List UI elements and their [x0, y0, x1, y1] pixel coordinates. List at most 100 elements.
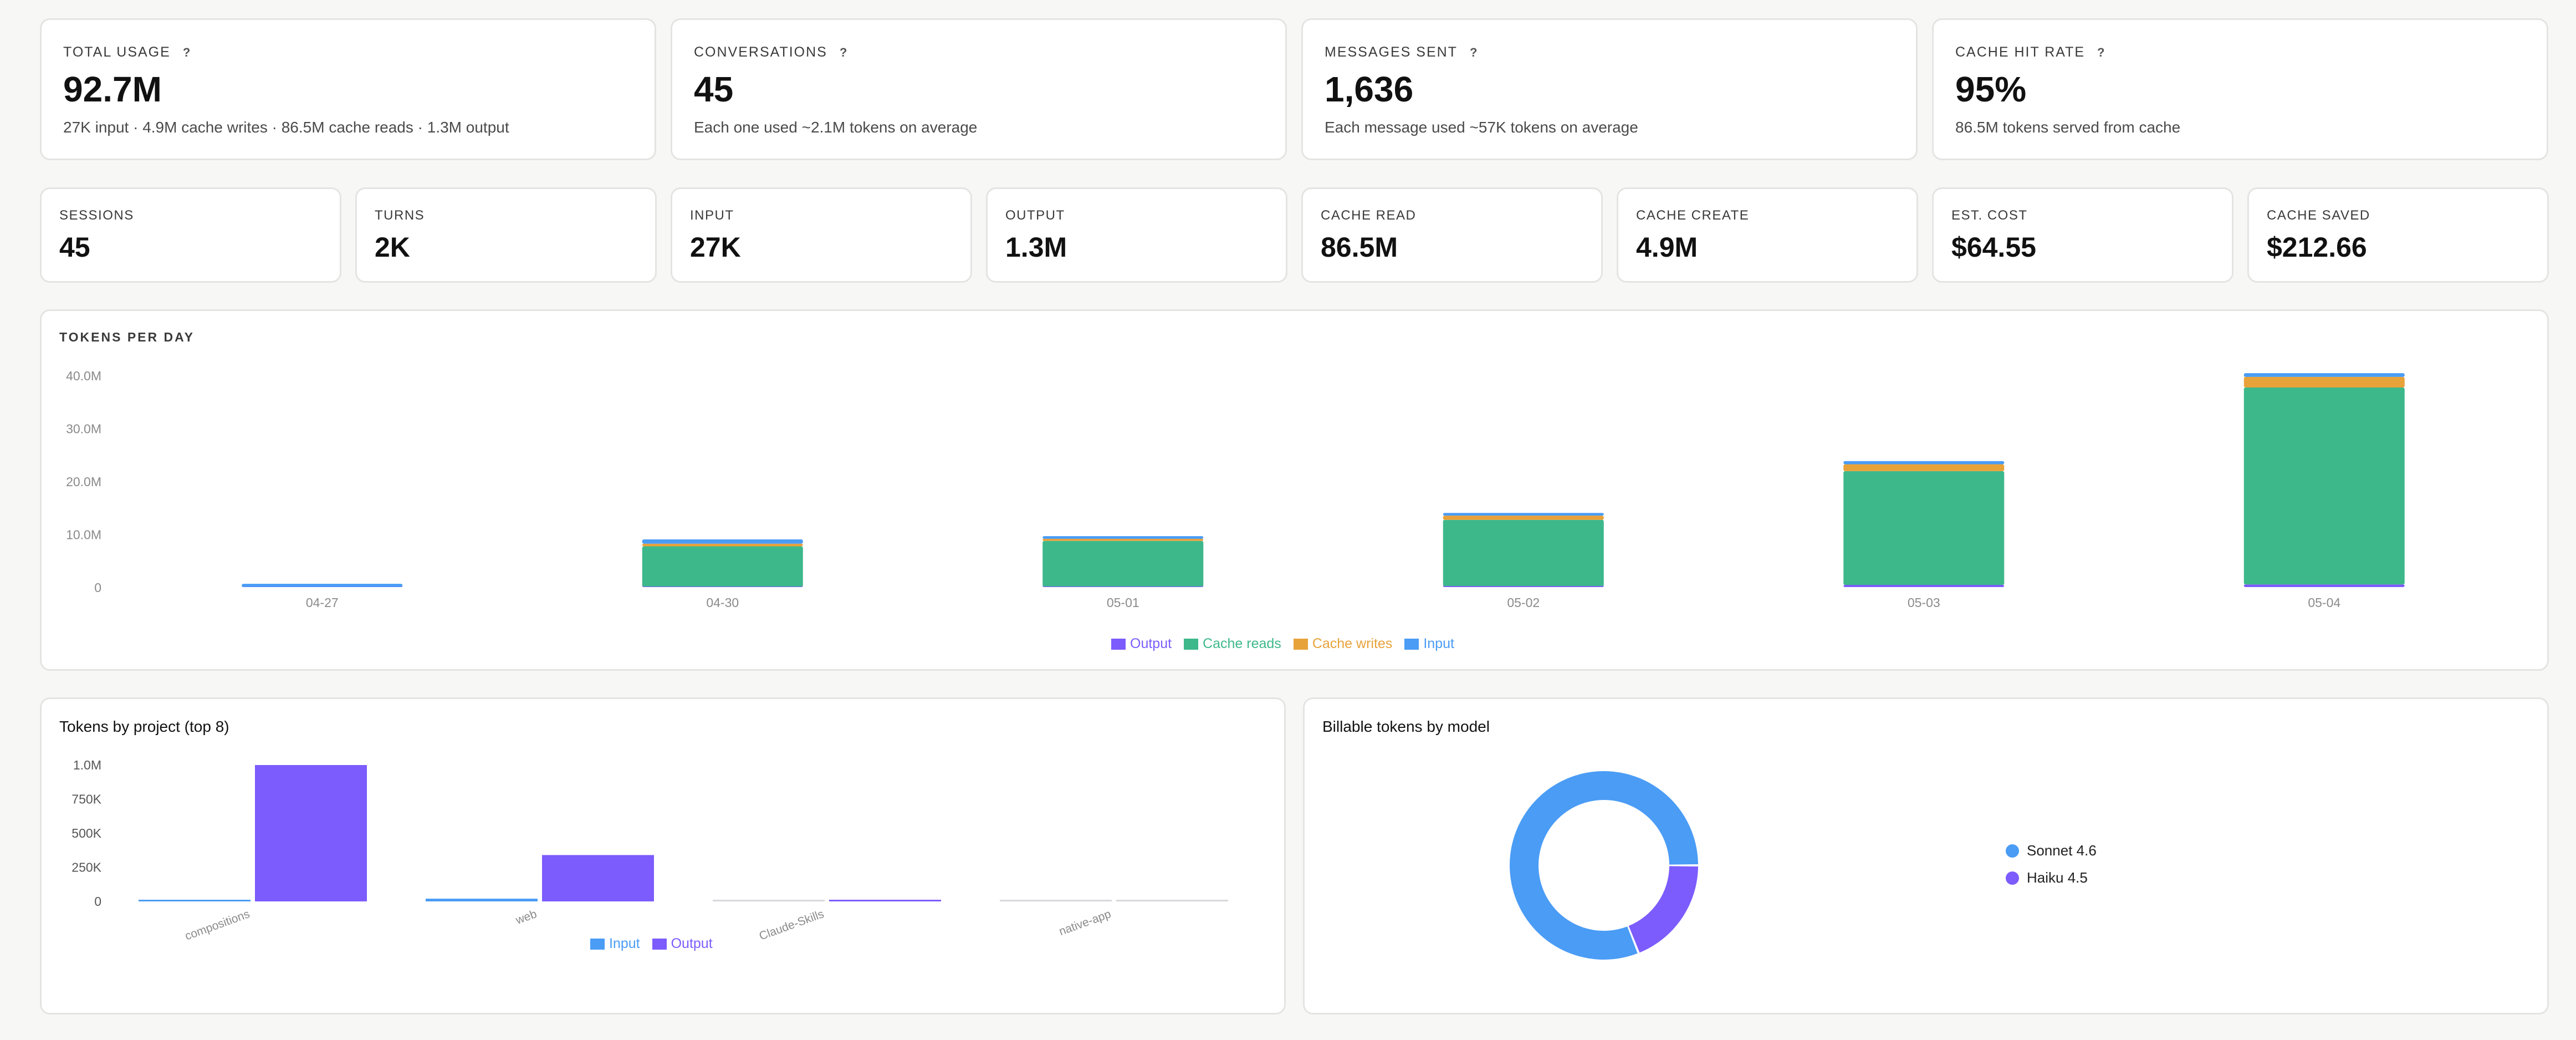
legend-dot: [2006, 844, 2019, 858]
bar: [1000, 900, 1112, 901]
bar-segment: [242, 584, 403, 587]
metric-value: 2K: [375, 232, 410, 263]
tokens-by-project-chart: 0 250K 500K 750K 1.0M compositions web Claude-S…: [71, 758, 1228, 943]
metric-card-cache-create: CACHE CREATE 4.9M: [1617, 187, 1918, 283]
legend-item[interactable]: Output: [1111, 636, 1172, 652]
legend-swatch: [1111, 638, 1126, 650]
y-tick-label: 0: [94, 580, 101, 595]
bar: [1116, 900, 1228, 901]
x-tick-label: 05-01: [1107, 595, 1139, 610]
metric-card-turns: TURNS 2K: [355, 187, 657, 283]
legend-label: Haiku 4.5: [2027, 869, 2088, 886]
metric-card-cache-saved: CACHE SAVED $212.66: [2247, 187, 2549, 283]
tokens-per-day-card: TOKENS PER DAY 0 10.0M 20.0M 30.0M 40.0M 04-2…: [40, 309, 2549, 671]
metric-label: SESSIONS: [59, 208, 134, 223]
bar-segment: [2243, 387, 2405, 585]
metric-label: OUTPUT: [1005, 208, 1065, 223]
bar-segment: [2243, 376, 2405, 388]
bar-segment: [642, 546, 803, 587]
help-icon[interactable]: ?: [182, 45, 192, 59]
metric-value: 45: [59, 232, 90, 263]
metric-value: 4.9M: [1636, 232, 1698, 263]
metric-label: INPUT: [690, 208, 734, 223]
legend-label: Sonnet 4.6: [2027, 842, 2097, 859]
summary-card-messages-sent: MESSAGES SENT? 1,636 Each message used ~…: [1301, 18, 1918, 160]
legend-label: Cache writes: [1312, 636, 1393, 651]
legend-label: Output: [1130, 636, 1172, 651]
x-tick-label: compositions: [183, 908, 252, 943]
chart-legend: Input Output: [590, 936, 713, 952]
stat-label: CACHE HIT RATE: [1955, 44, 2086, 60]
legend-swatch: [652, 938, 667, 950]
stat-subtext: 27K input · 4.9M cache writes · 86.5M ca…: [63, 119, 509, 136]
stat-value: 95%: [1955, 69, 2027, 109]
stat-value: 92.7M: [63, 69, 162, 109]
stat-label: CONVERSATIONS: [694, 44, 827, 60]
metric-value: $212.66: [2267, 232, 2367, 263]
legend-label: Output: [671, 936, 713, 951]
chart-title: TOKENS PER DAY: [59, 330, 195, 344]
bar-segment: [1042, 536, 1204, 539]
bar-segment: [1843, 464, 2005, 471]
x-tick-label: 05-02: [1507, 595, 1540, 610]
y-tick-label: 0: [94, 894, 101, 909]
x-tick-label: Claude-Skills: [758, 908, 826, 943]
summary-card-conversations: CONVERSATIONS? 45 Each one used ~2.1M to…: [671, 18, 1287, 160]
chart-legend: Sonnet 4.6 Haiku 4.5: [2006, 842, 2097, 896]
metric-card-sessions: SESSIONS 45: [40, 187, 341, 283]
stat-subtext: 86.5M tokens served from cache: [1955, 119, 2181, 136]
metric-label: CACHE SAVED: [2267, 208, 2370, 223]
chart-legend: Output Cache reads Cache writes Input: [1111, 636, 1454, 652]
legend-item[interactable]: Haiku 4.5: [2006, 869, 2097, 886]
x-tick-label: 05-04: [2308, 595, 2340, 610]
bar-segment: [642, 539, 803, 544]
bar-segment: [1443, 519, 1604, 587]
donut-slice: [1510, 771, 1698, 960]
legend-label: Input: [1423, 636, 1454, 651]
legend-label: Input: [609, 936, 640, 951]
chart-title: Tokens by project (top 8): [59, 718, 229, 735]
metric-card-est-cost: EST. COST $64.55: [1932, 187, 2233, 283]
metric-value: 27K: [690, 232, 741, 263]
metric-label: EST. COST: [1951, 208, 2028, 223]
metric-value: 1.3M: [1005, 232, 1067, 263]
legend-item[interactable]: Cache reads: [1184, 636, 1281, 652]
bar-segment: [1443, 513, 1604, 516]
legend-item[interactable]: Input: [590, 936, 640, 952]
bar: [713, 900, 825, 901]
bar: [542, 855, 654, 901]
bar-segment: [1443, 516, 1604, 520]
bar-segment: [1843, 471, 2005, 585]
legend-swatch: [1184, 638, 1199, 650]
bar: [139, 900, 251, 901]
y-tick-label: 250K: [71, 860, 101, 875]
stat-label: TOTAL USAGE: [63, 44, 171, 60]
legend-item[interactable]: Sonnet 4.6: [2006, 842, 2097, 859]
metric-value: 86.5M: [1321, 232, 1398, 263]
legend-item[interactable]: Cache writes: [1293, 636, 1393, 652]
y-tick-label: 500K: [71, 826, 101, 840]
y-tick-label: 30.0M: [66, 422, 101, 436]
billable-by-model-donut: [1510, 771, 1698, 960]
legend-label: Cache reads: [1203, 636, 1281, 651]
bar: [829, 900, 941, 901]
help-icon[interactable]: ?: [2097, 45, 2106, 59]
stat-subtext: Each message used ~57K tokens on average: [1325, 119, 1638, 136]
stat-value: 45: [694, 69, 734, 109]
metric-card-input: INPUT 27K: [671, 187, 972, 283]
help-icon[interactable]: ?: [1469, 45, 1479, 59]
tokens-per-day-chart: 0 10.0M 20.0M 30.0M 40.0M 04-27 04-30 05-01 05-0…: [66, 369, 2405, 610]
legend-item[interactable]: Output: [652, 936, 713, 952]
legend-swatch: [1293, 638, 1308, 650]
x-tick-label: 05-03: [1908, 595, 1940, 610]
metric-label: TURNS: [375, 208, 425, 223]
x-tick-label: web: [514, 908, 539, 927]
x-tick-label: native-app: [1057, 908, 1113, 938]
chart-title: Billable tokens by model: [1322, 718, 1490, 735]
bar-segment: [1843, 585, 2005, 587]
bar-segment: [1042, 541, 1204, 587]
bar-segment: [2243, 584, 2405, 587]
legend-item[interactable]: Input: [1404, 636, 1454, 652]
help-icon[interactable]: ?: [839, 45, 849, 59]
bar-segment: [1042, 538, 1204, 541]
